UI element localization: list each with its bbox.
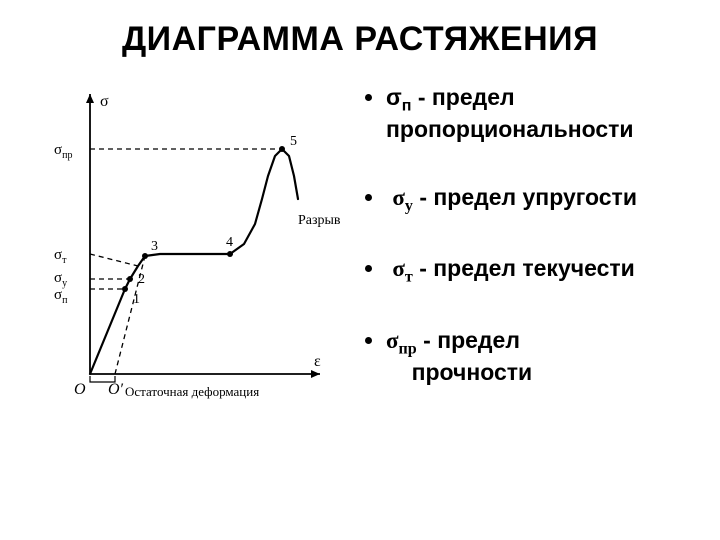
txt-u: - предел упругости — [419, 184, 637, 210]
bullet-proportionality: σп - предел пропорциональности — [386, 84, 690, 144]
svg-text:σт: σт — [54, 247, 67, 266]
txt-p: - предел пропорциональности — [386, 84, 634, 142]
sym-sigma-t: σ — [392, 256, 405, 281]
svg-text:1: 1 — [133, 292, 140, 307]
txt-pr2: прочности — [412, 359, 533, 385]
svg-text:4: 4 — [226, 235, 233, 250]
sub-u: у — [405, 197, 413, 214]
bullet-elasticity: σу - предел упругости — [386, 184, 690, 216]
sub-p: п — [402, 97, 412, 115]
svg-text:O: O — [74, 381, 86, 398]
svg-text:5: 5 — [290, 134, 297, 149]
content-row: σε12345σпрσтσуσпРазрывОстаточная деформа… — [30, 84, 690, 427]
sub-t: т — [405, 269, 413, 286]
svg-text:2: 2 — [138, 272, 145, 287]
svg-text:σпр: σпр — [54, 142, 72, 161]
svg-text:3: 3 — [151, 239, 158, 254]
stress-strain-diagram: σε12345σпрσтσуσпРазрывОстаточная деформа… — [30, 84, 340, 414]
svg-text:O′: O′ — [108, 381, 124, 398]
bullet-yield: σт - предел текучести — [386, 255, 690, 287]
svg-text:Разрыв: Разрыв — [298, 213, 340, 228]
slide-title: ДИАГРАММА РАСТЯЖЕНИЯ — [30, 20, 690, 59]
sym-sigma-p: σ — [386, 84, 402, 110]
svg-text:Остаточная деформация: Остаточная деформация — [125, 384, 259, 399]
svg-text:ε: ε — [314, 353, 321, 370]
sym-sigma-u: σ — [392, 185, 405, 210]
txt-pr: - предел — [417, 327, 520, 353]
svg-text:σ: σ — [100, 93, 109, 110]
sym-sigma-pr: σ — [386, 328, 399, 353]
sub-pr: пр — [399, 341, 417, 358]
bullet-strength: σпр - предел прочности — [386, 327, 690, 387]
svg-text:σп: σп — [54, 287, 68, 306]
definitions-list: σп - предел пропорциональности σу - пред… — [340, 84, 690, 427]
txt-t: - предел текучести — [413, 255, 635, 281]
diagram-svg: σε12345σпрσтσуσпРазрывОстаточная деформа… — [30, 84, 340, 414]
